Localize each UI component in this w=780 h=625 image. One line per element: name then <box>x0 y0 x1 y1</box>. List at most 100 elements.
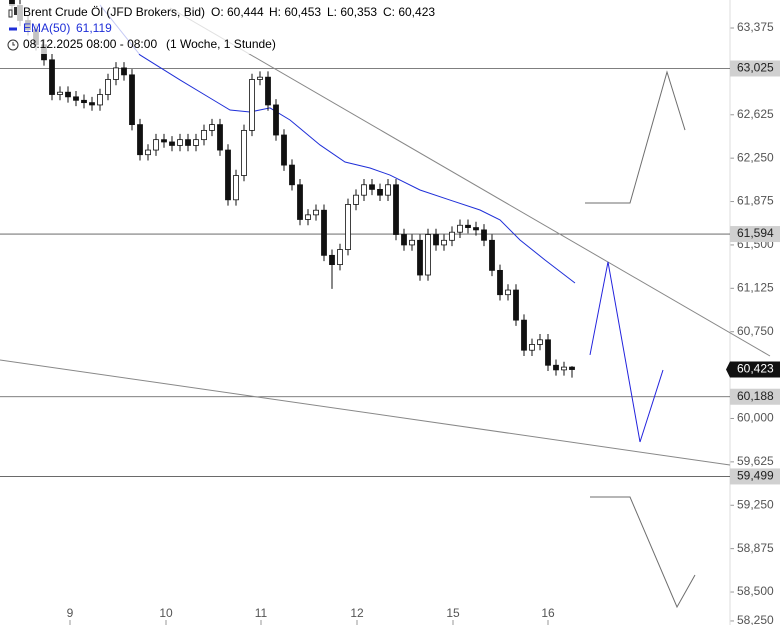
trendline <box>169 7 771 357</box>
candle-body <box>273 104 279 136</box>
candle-body <box>513 289 519 321</box>
candle-body <box>137 124 143 156</box>
candle-body <box>369 184 375 190</box>
y-tick-label: 58,500 <box>737 584 774 598</box>
y-tick-label: 63,375 <box>737 20 774 34</box>
ohlc-low: L: 60,353 <box>327 5 377 19</box>
candle-body <box>249 79 255 131</box>
candle-icon <box>8 9 13 18</box>
level-label-bg <box>730 60 780 77</box>
y-tick-label: 62,625 <box>737 107 774 121</box>
candle-body <box>313 209 319 216</box>
y-tick-label: 61,125 <box>737 280 774 294</box>
interval: (1 Woche, 1 Stunde) <box>166 37 276 51</box>
level-label: 61,594 <box>737 226 774 240</box>
clock-icon <box>7 39 19 51</box>
x-tick-label: 16 <box>541 606 555 620</box>
y-tick-label: 59,250 <box>737 497 774 511</box>
candle-body <box>385 184 391 196</box>
candle-body <box>417 239 423 276</box>
candle-body <box>121 67 127 76</box>
scenario-path <box>585 70 686 204</box>
candle-body <box>305 214 311 220</box>
ema-value: 61,119 <box>76 21 112 35</box>
candle-body <box>185 139 191 146</box>
ohlc-high: H: 60,453 <box>269 5 321 19</box>
candle-body <box>529 344 535 351</box>
candle-body <box>433 234 439 246</box>
level-label-bg <box>730 226 780 243</box>
candle-body <box>81 99 87 104</box>
candle-body <box>201 129 207 141</box>
last-price-label-bg <box>726 361 780 378</box>
candle-icon <box>14 7 17 15</box>
candle-body <box>57 91 63 95</box>
candle-body <box>241 129 247 176</box>
candle-body <box>361 184 367 196</box>
instrument: Brent Crude Öl (JFD Brokers, Bid) <box>23 5 205 19</box>
candle-body <box>337 249 343 266</box>
level-label-bg <box>730 388 780 405</box>
candle-body <box>393 184 399 235</box>
level-label: 59,499 <box>737 469 774 483</box>
candle-body <box>129 74 135 126</box>
candle-body <box>377 188 383 196</box>
candle-body <box>561 366 567 371</box>
candle-body <box>505 289 511 296</box>
y-tick-label: 58,250 <box>737 613 774 625</box>
x-tick-label: 15 <box>446 606 460 620</box>
x-tick-label: 10 <box>159 606 173 620</box>
candle-body <box>209 124 215 131</box>
candle-body <box>537 339 543 345</box>
candle-body <box>449 231 455 241</box>
candle-body <box>409 239 415 246</box>
last-price-label: 60,423 <box>737 362 774 376</box>
candle-body <box>553 364 559 371</box>
candle-body <box>73 96 79 101</box>
header-bg <box>0 4 440 54</box>
candle-body <box>153 139 159 151</box>
candle-body <box>217 124 223 151</box>
ema-name: EMA(50) <box>23 21 70 35</box>
candle-body <box>329 254 335 266</box>
candle-body <box>569 366 575 370</box>
candle-body <box>441 239 447 246</box>
level-label: 63,025 <box>737 61 774 75</box>
level-label: 60,188 <box>737 389 774 403</box>
y-tick-label: 62,250 <box>737 150 774 164</box>
candle-body <box>345 204 351 250</box>
y-tick-label: 60,000 <box>737 411 774 425</box>
candle-body <box>145 149 151 156</box>
candle-body <box>289 164 295 186</box>
candle-body <box>497 269 503 296</box>
candle-body <box>321 209 327 256</box>
candle-body <box>521 319 527 351</box>
candle-body <box>353 194 359 205</box>
candle-body <box>233 175 239 201</box>
ohlc-open: O: 60,444 <box>211 5 264 19</box>
y-tick-label: 59,625 <box>737 454 774 468</box>
candle-body <box>281 134 287 166</box>
ema-line <box>99 4 576 284</box>
candle-body <box>545 339 551 366</box>
scenario-path <box>589 261 664 443</box>
candle-body <box>457 224 463 233</box>
y-tick-label: 60,750 <box>737 324 774 338</box>
level-label-bg <box>730 468 780 485</box>
candle-body <box>481 229 487 241</box>
candle-body <box>465 224 471 228</box>
ohlc-close: C: 60,423 <box>383 5 435 19</box>
header: Brent Crude Öl (JFD Brokers, Bid) O: 60,… <box>0 4 440 54</box>
candle-body <box>225 149 231 201</box>
candle-body <box>97 94 103 106</box>
candle-body <box>425 234 431 276</box>
candle-body <box>193 139 199 146</box>
candle-body <box>65 91 71 98</box>
y-tick-label: 61,875 <box>737 194 774 208</box>
candle-body <box>113 67 119 80</box>
candle-body <box>89 102 95 106</box>
candle-body <box>489 239 495 271</box>
